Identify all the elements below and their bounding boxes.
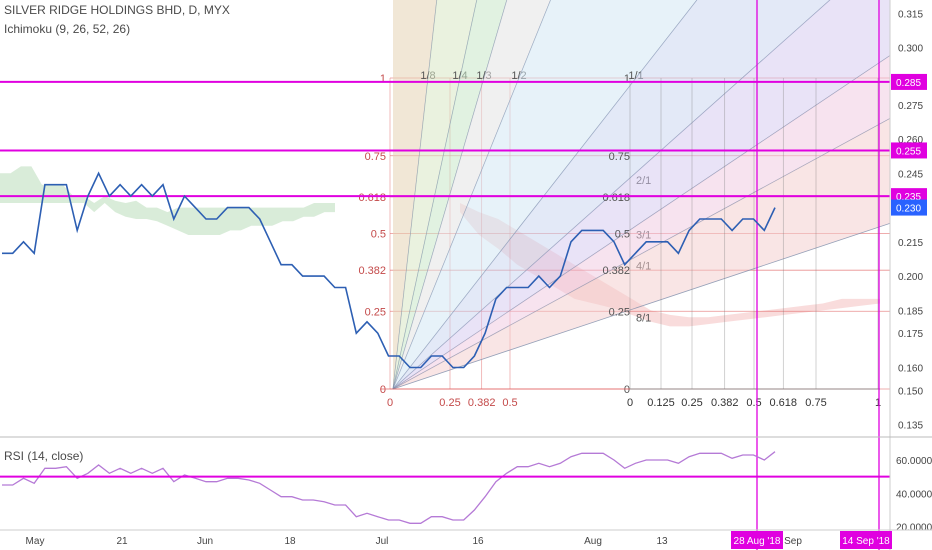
price-tick-label: 0.275: [898, 101, 923, 112]
fib-right-level-label: 0: [624, 384, 630, 396]
price-tick-label: 0.135: [898, 421, 923, 432]
fib-time-label: 0.5: [502, 397, 517, 409]
fib-level-label: 0.382: [358, 265, 386, 277]
price-tag-label: 0.285: [896, 78, 921, 89]
price-tick-label: 0.160: [898, 363, 923, 374]
fib-level-label: 0: [380, 384, 386, 396]
time-tick-label: Jun: [197, 536, 213, 547]
fib-right-time-label: 0: [627, 397, 633, 409]
time-tick-label: Aug: [584, 536, 602, 547]
gann-fan-band: [393, 55, 890, 390]
fib-right-level-label: 0.5: [615, 229, 630, 241]
price-tick-label: 0.245: [898, 169, 923, 180]
chart-title: SILVER RIDGE HOLDINGS BHD, D, MYX: [4, 3, 230, 17]
fib-level-label: 0.618: [358, 192, 386, 204]
fib-right-level-label: 0.25: [609, 306, 630, 318]
gann-fan: 1/81/41/31/21/12/13/14/18/1: [392, 0, 891, 390]
date-tag-box: [731, 531, 783, 549]
price-line: [2, 171, 776, 369]
time-tick-label: Sep: [784, 536, 802, 547]
gann-fan-label: 8/1: [636, 313, 651, 325]
fib-level-label: 0.5: [371, 229, 386, 241]
fib-right-level-label: 0.618: [602, 192, 630, 204]
price-tag-box: [891, 73, 927, 90]
horizontal-lines: [0, 0, 890, 550]
fib-right-level-label: 0.382: [602, 265, 630, 277]
fib-right-time-label: 0.75: [805, 397, 826, 409]
fib-right-time-label: 0.5: [746, 397, 761, 409]
fib-level-label: 0.25: [365, 306, 386, 318]
gann-fan-band: [393, 0, 890, 389]
current-price-tag-box: [891, 199, 927, 216]
fib-right-level-label: 1: [624, 73, 630, 85]
fib-right-time-label: 0.382: [711, 397, 739, 409]
fib-right-time-label: 0.125: [647, 397, 675, 409]
price-tick-label: 0.200: [898, 272, 923, 283]
fib-level-label: 0.75: [365, 151, 386, 163]
price-tag-label: 0.255: [896, 146, 921, 157]
price-series: [2, 171, 776, 369]
date-tag-label: 14 Sep '18: [842, 536, 890, 547]
price-tick-label: 0.260: [898, 135, 923, 146]
price-tag-label: 0.235: [896, 192, 921, 203]
rsi-tick-label: 20.0000: [896, 523, 932, 534]
fib-right-time-label: 0.25: [681, 397, 702, 409]
time-tick-label: 16: [472, 536, 484, 547]
price-tick-label: 0.315: [898, 9, 923, 20]
current-price-tag-label: 0.230: [896, 204, 921, 215]
rsi-line: [2, 451, 776, 524]
price-tag-box: [891, 142, 927, 159]
time-tick-label: 21: [116, 536, 128, 547]
fib-time-label: 0.382: [468, 397, 496, 409]
date-tag-box: [840, 531, 892, 549]
time-tick-label: 13: [656, 536, 668, 547]
time-tick-label: 18: [284, 536, 296, 547]
fib-right-level-label: 0.75: [609, 151, 630, 163]
fib-time-label: 0: [387, 397, 393, 409]
gann-fan-band: [393, 118, 890, 389]
price-tick-label: 0.150: [898, 386, 923, 397]
price-tick-label: 0.175: [898, 329, 923, 340]
price-tick-label: 0.300: [898, 44, 923, 55]
rsi-label: RSI (14, close): [4, 449, 84, 463]
gann-fan-line: [392, 222, 891, 390]
date-tag-label: 28 Aug '18: [734, 536, 781, 547]
fib-right-time-label: 0.618: [769, 397, 797, 409]
fib-right-time-label: 1: [875, 397, 881, 409]
time-tick-label: Jul: [376, 536, 389, 547]
fib-time-label: 0.25: [439, 397, 460, 409]
price-tick-label: 0.215: [898, 238, 923, 249]
fib-level-label: 1: [380, 73, 386, 85]
price-tick-label: 0.185: [898, 306, 923, 317]
rsi-tick-label: 40.0000: [896, 489, 932, 500]
rsi-panel: 60.0000 40.0000 20.0000: [0, 451, 932, 534]
time-tick-label: May: [26, 536, 45, 547]
cloud-band: [0, 166, 335, 235]
rsi-tick-label: 60.0000: [896, 456, 932, 467]
indicator-label: Ichimoku (9, 26, 52, 26): [4, 22, 131, 36]
